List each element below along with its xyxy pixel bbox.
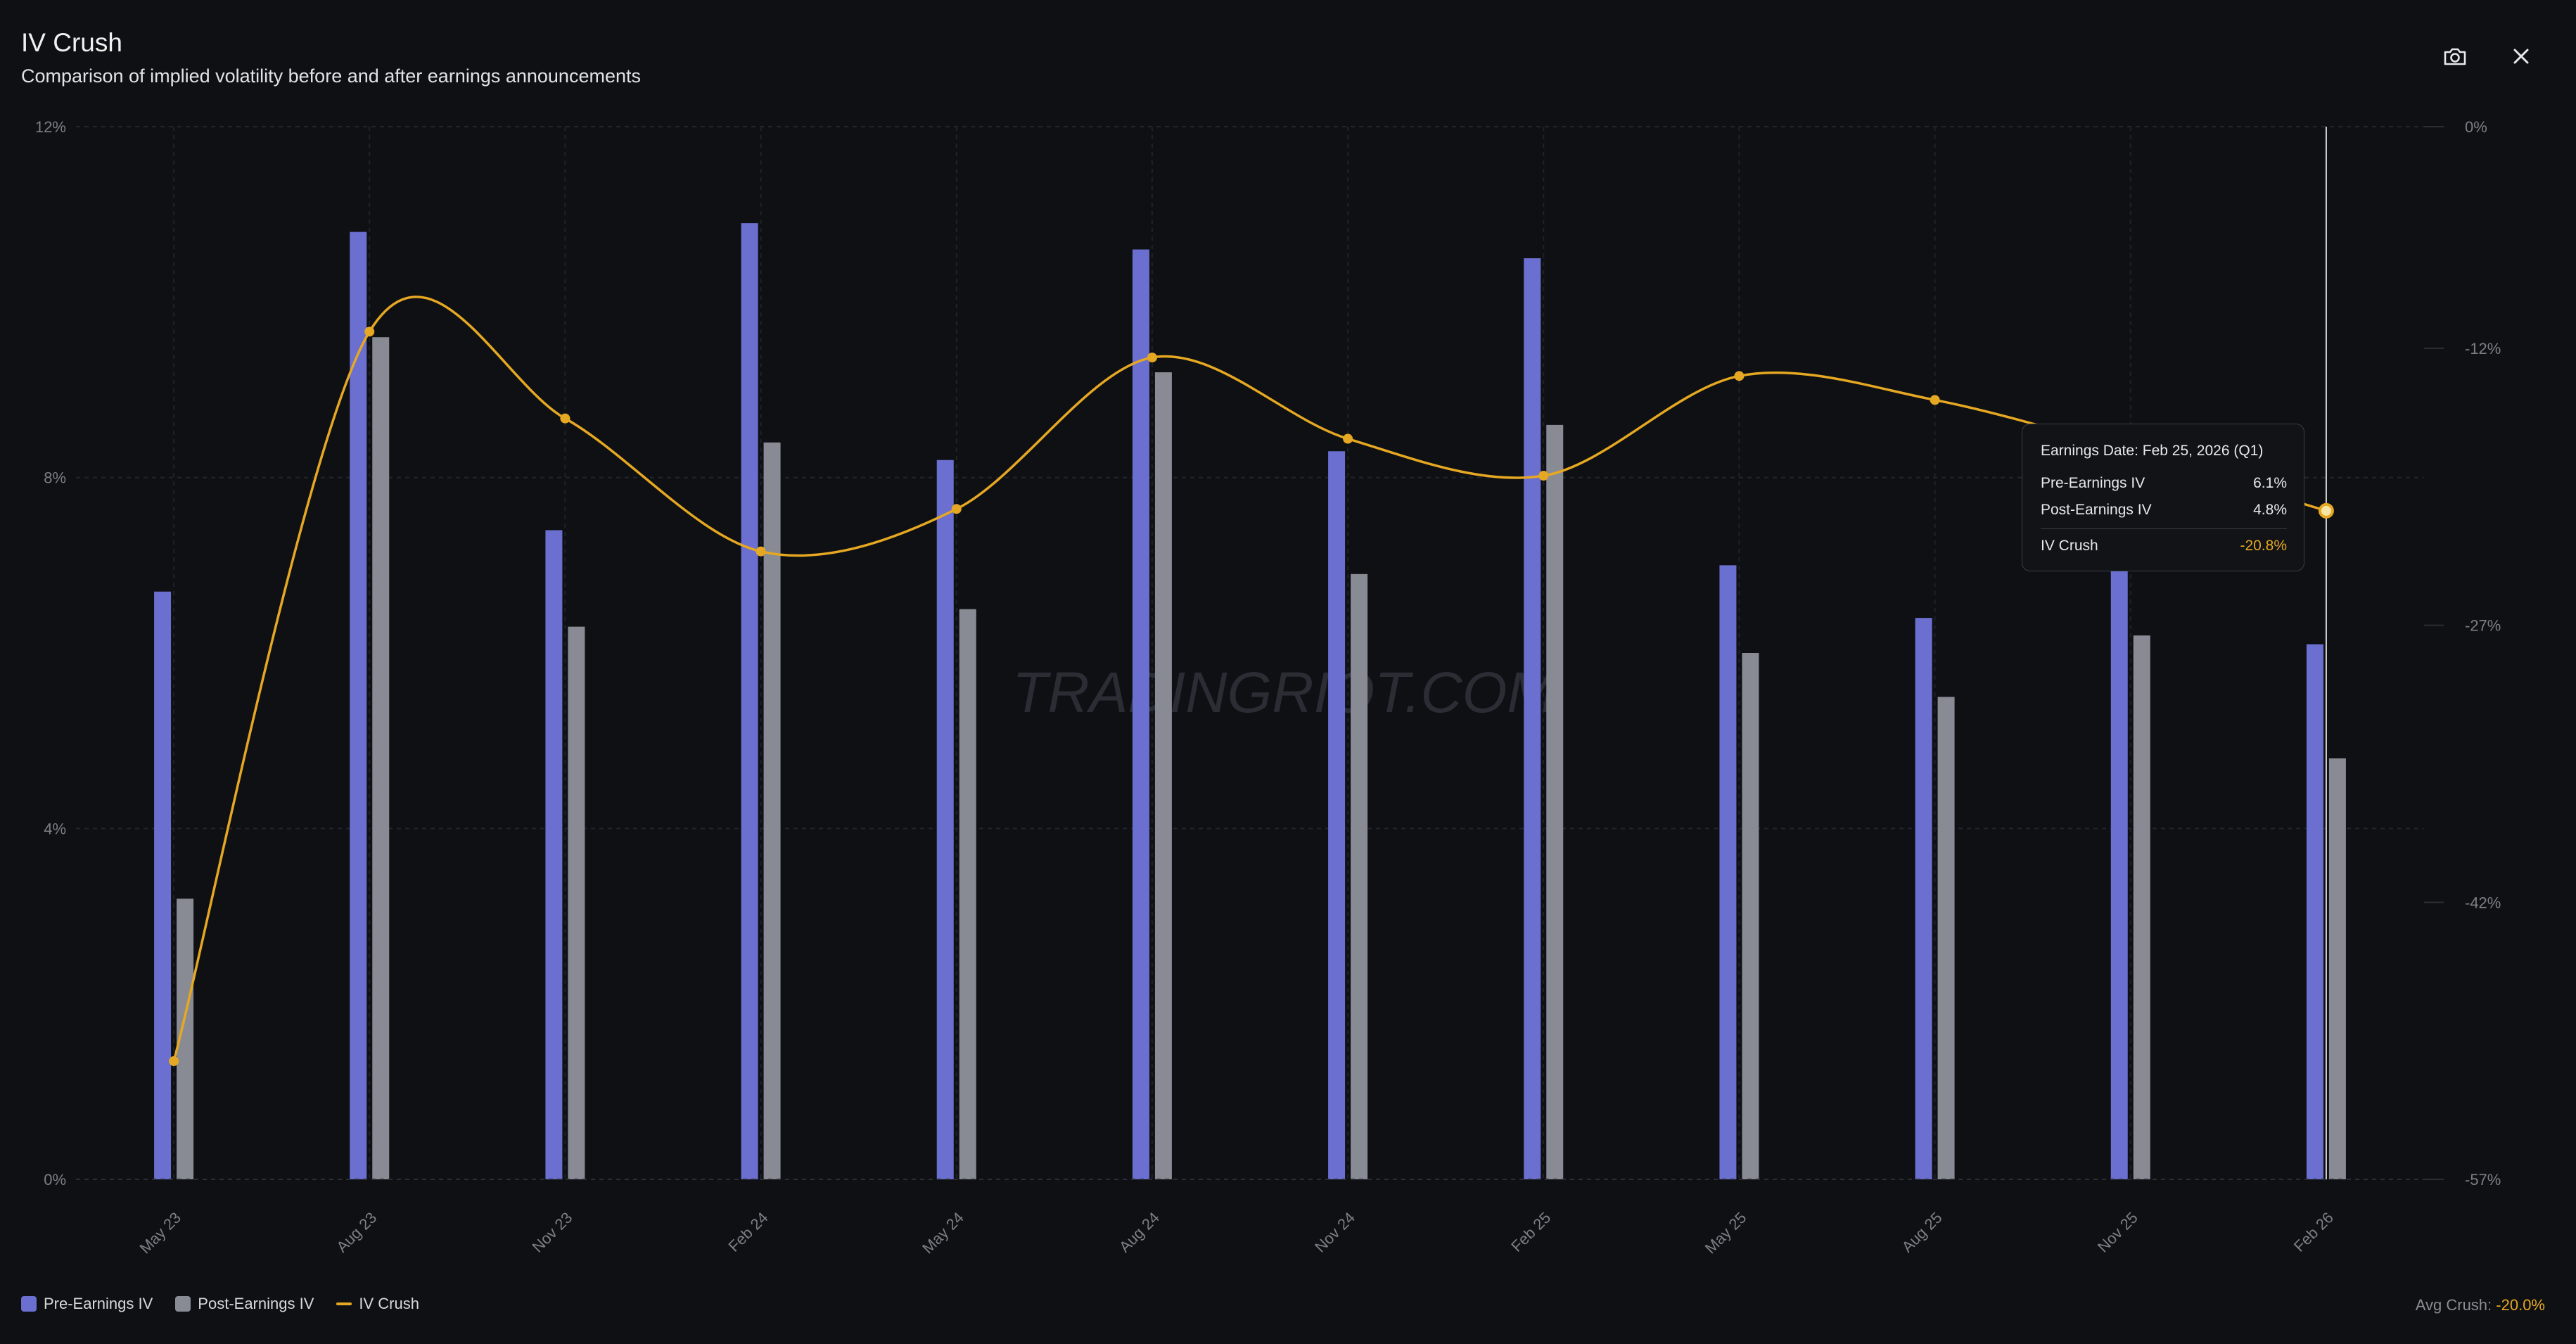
crush-point <box>1538 471 1549 481</box>
bar-pre <box>1328 451 1346 1180</box>
bar-post <box>1154 372 1172 1179</box>
tooltip-pre-value: 6.1% <box>2253 475 2287 491</box>
bar-pre <box>350 232 367 1180</box>
x-tick-label: Aug 24 <box>1116 1209 1163 1256</box>
crush-line <box>172 296 2327 1062</box>
camera-icon[interactable] <box>2440 41 2470 72</box>
tooltip: Earnings Date: Feb 25, 2026 (Q1) Pre-Ear… <box>2022 424 2304 571</box>
crush-point <box>951 504 962 514</box>
avg-crush: Avg Crush: -20.0% <box>2416 1296 2545 1314</box>
crush-point <box>1343 433 1353 444</box>
x-tick-label: Feb 26 <box>2290 1209 2337 1255</box>
avg-crush-value: -20.0% <box>2496 1296 2545 1314</box>
y-tick-left: 0% <box>44 1171 66 1188</box>
bar-pre <box>1132 249 1149 1179</box>
chart-title: IV Crush <box>21 28 122 57</box>
tooltip-divider <box>2041 528 2287 529</box>
bar-pre <box>936 459 954 1179</box>
legend-label-crush: IV Crush <box>359 1295 419 1312</box>
bar-post <box>1546 424 1564 1179</box>
bar-pre <box>1719 565 1737 1179</box>
x-tick-label: Nov 25 <box>2094 1209 2141 1256</box>
y-tick-right: 0% <box>2465 118 2487 136</box>
bar-pre <box>741 223 758 1180</box>
crush-point <box>364 327 375 337</box>
bar-pre <box>2306 644 2323 1179</box>
x-tick-label: Feb 24 <box>725 1209 772 1255</box>
bar-post <box>959 609 976 1179</box>
bar-post <box>2133 635 2150 1179</box>
x-tick-label: Feb 25 <box>1507 1209 1554 1255</box>
legend-swatch-crush <box>336 1302 352 1305</box>
crush-point <box>755 546 766 557</box>
crush-point-active <box>2318 502 2334 519</box>
tooltip-crush-label: IV Crush <box>2041 538 2098 554</box>
y-tick-right: -27% <box>2465 617 2501 635</box>
legend-label-post: Post-Earnings IV <box>198 1295 314 1312</box>
y-tick-right: -12% <box>2465 340 2501 357</box>
x-tick-label: May 23 <box>136 1209 184 1257</box>
crush-point <box>1930 395 1940 405</box>
y-tick-left: 8% <box>44 469 66 487</box>
crush-point <box>560 413 570 424</box>
legend-label-pre: Pre-Earnings IV <box>44 1295 153 1312</box>
chart-header: IV Crush Comparison of implied volatilit… <box>21 27 641 89</box>
bar-post <box>177 899 194 1179</box>
chart-subtitle: Comparison of implied volatility before … <box>21 65 641 87</box>
x-tick-label: May 24 <box>919 1209 967 1257</box>
watermark: TRADINGRIOT.COM <box>1012 661 1555 725</box>
bar-post <box>2328 758 2346 1179</box>
close-icon[interactable] <box>2506 41 2537 72</box>
y-tick-left: 12% <box>35 118 66 136</box>
x-tick-label: Nov 24 <box>1311 1209 1358 1256</box>
x-tick-label: Nov 23 <box>528 1209 575 1256</box>
bar-post <box>1742 653 1759 1179</box>
bar-pre <box>545 530 563 1179</box>
avg-crush-label: Avg Crush: <box>2415 1296 2492 1314</box>
bar-pre <box>2110 556 2128 1179</box>
chart-legend: Pre-Earnings IV Post-Earnings IV IV Crus… <box>21 1295 419 1313</box>
tooltip-row-post: Post-Earnings IV 4.8% <box>2041 502 2287 519</box>
legend-item-pre[interactable]: Pre-Earnings IV <box>21 1295 153 1313</box>
x-tick-label: Aug 25 <box>1899 1209 1946 1256</box>
tooltip-row-pre: Pre-Earnings IV 6.1% <box>2041 475 2287 492</box>
tooltip-post-label: Post-Earnings IV <box>2041 502 2152 518</box>
bar-post <box>372 337 390 1180</box>
bar-post <box>568 626 585 1179</box>
crush-point <box>1734 371 1745 381</box>
bar-post <box>1937 697 1955 1179</box>
y-tick-right: -42% <box>2465 894 2501 911</box>
y-tick-right: -57% <box>2465 1171 2501 1188</box>
tooltip-title: Earnings Date: Feb 25, 2026 (Q1) <box>2041 443 2264 459</box>
legend-swatch-post <box>175 1296 191 1312</box>
crush-point <box>169 1056 179 1067</box>
tooltip-crush-value: -20.8% <box>2240 538 2287 554</box>
legend-item-post[interactable]: Post-Earnings IV <box>175 1295 314 1313</box>
bar-pre <box>1524 258 1541 1179</box>
x-tick-label: May 25 <box>1702 1209 1750 1257</box>
x-tick-label: Aug 23 <box>333 1209 380 1256</box>
y-tick-left: 4% <box>44 820 66 837</box>
legend-item-crush[interactable]: IV Crush <box>336 1295 419 1313</box>
legend-swatch-pre <box>21 1296 37 1312</box>
tooltip-pre-label: Pre-Earnings IV <box>2041 475 2145 491</box>
tooltip-row-crush: IV Crush -20.8% <box>2041 538 2287 554</box>
crush-point <box>1147 353 1157 363</box>
bar-post <box>1351 573 1368 1179</box>
bar-post <box>763 442 781 1179</box>
bar-pre <box>1915 618 1932 1179</box>
tooltip-post-value: 4.8% <box>2253 502 2287 518</box>
bar-pre <box>154 591 172 1179</box>
